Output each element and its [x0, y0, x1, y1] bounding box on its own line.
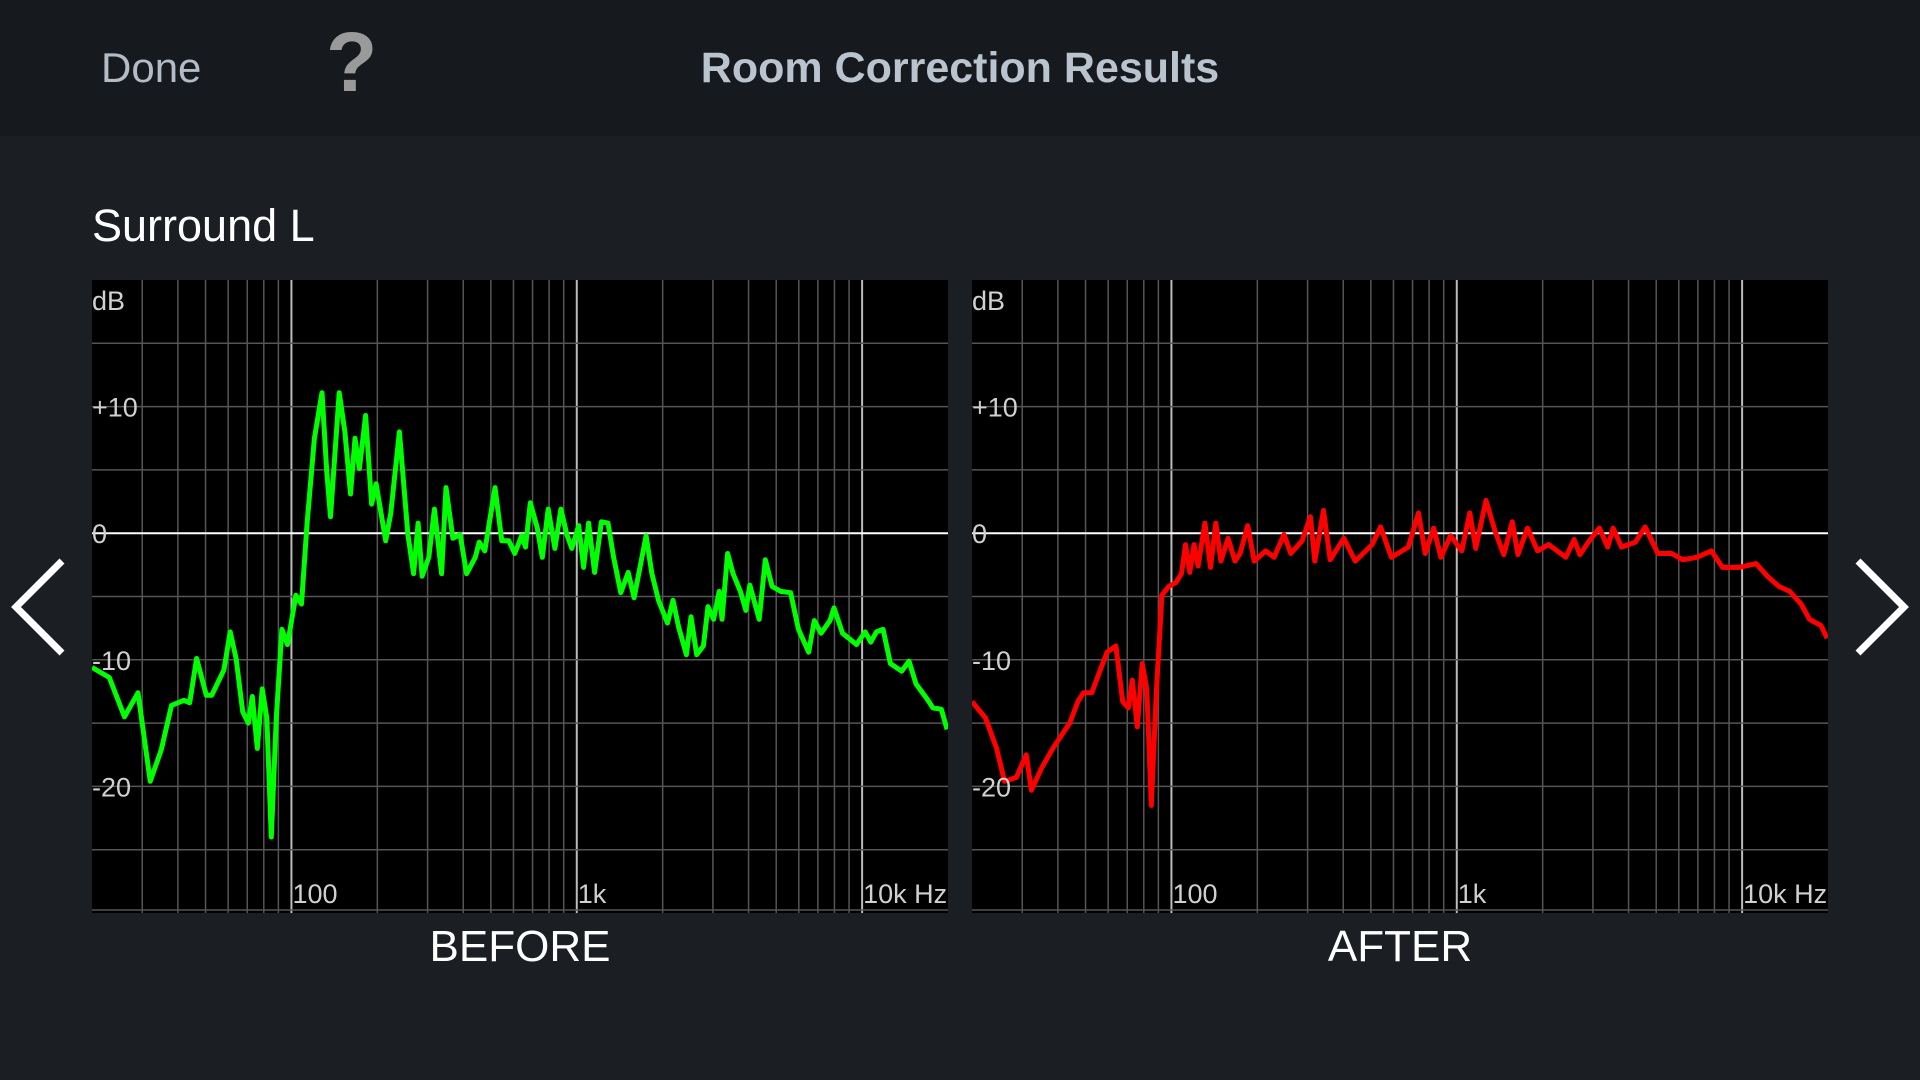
- chevron-right-icon: [1855, 558, 1909, 656]
- x-tick-label: 10k Hz: [863, 879, 947, 909]
- y-tick-label: -20: [92, 772, 131, 802]
- x-tick-label: 100: [1172, 879, 1217, 909]
- before-chart: dB +10 0 -10 -20 100 1k 10k Hz: [92, 280, 948, 913]
- x-tick-label: 100: [292, 879, 337, 909]
- before-caption: BEFORE: [429, 922, 611, 971]
- before-chart-svg: dB +10 0 -10 -20 100 1k 10k Hz: [92, 280, 948, 913]
- x-tick-label: 1k: [1458, 879, 1487, 909]
- after-chart: dB +10 0 -10 -20 100 1k 10k Hz: [972, 280, 1828, 913]
- channel-name: Surround L: [92, 200, 315, 251]
- y-tick-label: 0: [972, 519, 987, 549]
- after-chart-svg: dB +10 0 -10 -20 100 1k 10k Hz: [972, 280, 1828, 913]
- after-caption: AFTER: [1327, 922, 1473, 971]
- response-curve: [92, 390, 948, 840]
- y-tick-label: +10: [92, 393, 138, 423]
- done-button[interactable]: Done: [101, 44, 202, 91]
- x-tick-label: 1k: [578, 879, 607, 909]
- help-button[interactable]: ?: [326, 15, 378, 109]
- response-curve: [972, 497, 1828, 808]
- y-tick-label: +10: [972, 393, 1018, 423]
- chevron-left-icon: [11, 558, 65, 656]
- y-tick-label: -20: [972, 772, 1011, 802]
- prev-channel-button[interactable]: [8, 555, 72, 659]
- y-axis-label: dB: [972, 286, 1005, 316]
- y-tick-label: 0: [92, 519, 107, 549]
- x-tick-label: 10k Hz: [1743, 879, 1827, 909]
- next-channel-button[interactable]: [1848, 555, 1912, 659]
- page-title: Room Correction Results: [700, 44, 1220, 92]
- y-axis-label: dB: [92, 286, 125, 316]
- y-tick-label: -10: [92, 646, 131, 676]
- header-bar: Done ? Room Correction Results: [0, 0, 1920, 136]
- y-tick-label: -10: [972, 646, 1011, 676]
